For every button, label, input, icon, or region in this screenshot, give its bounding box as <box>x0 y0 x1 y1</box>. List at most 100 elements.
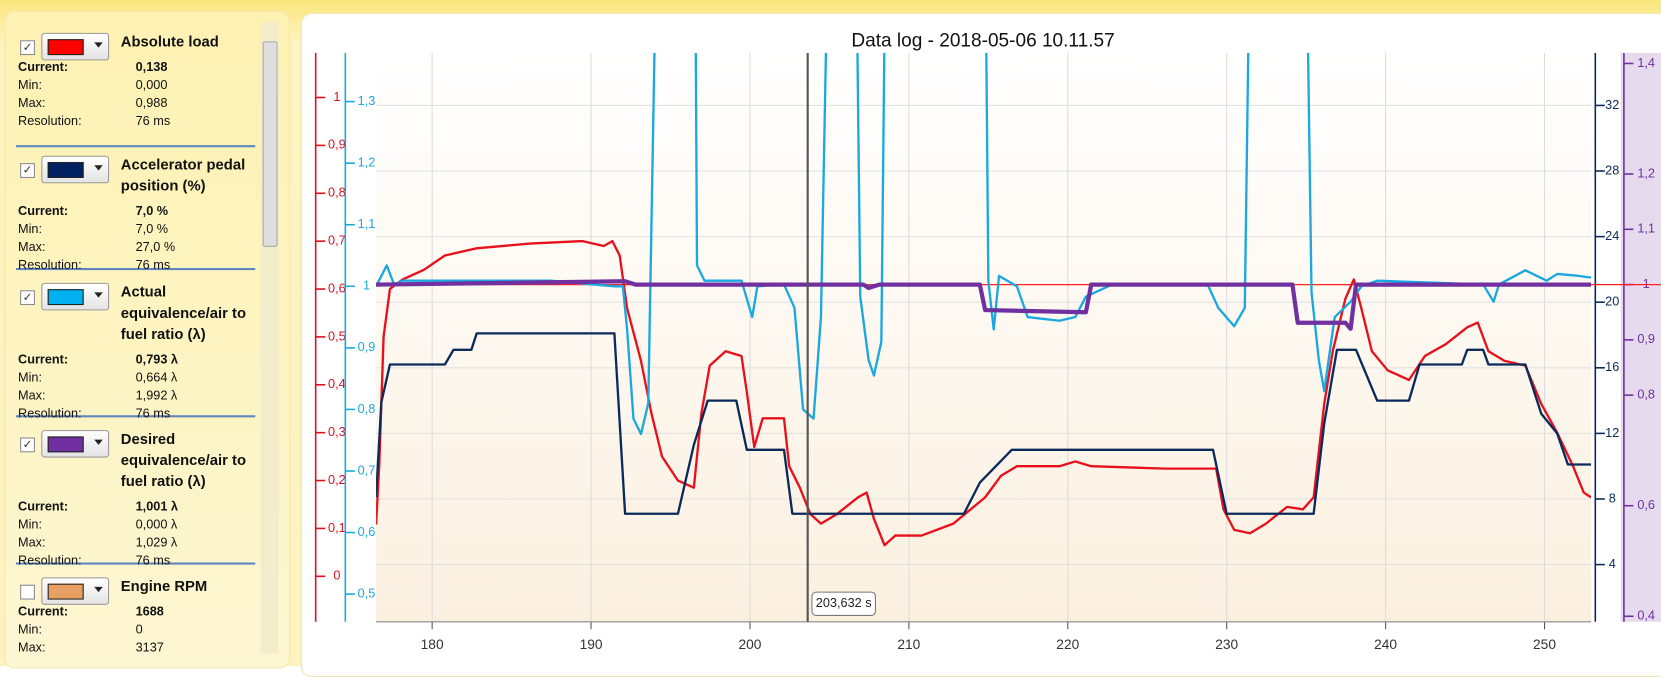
color-swatch <box>47 289 84 306</box>
y-tick-label: 0,7 <box>328 233 346 248</box>
x-tick-label: 210 <box>897 637 920 652</box>
checkbox[interactable] <box>20 584 35 600</box>
stat-label: Min: <box>18 221 43 237</box>
signal-name: Actual equivalence/air to fuel ratio (λ) <box>120 282 247 343</box>
stat-value: 7,0 % <box>135 221 169 237</box>
signal-name: Absolute load <box>120 32 219 50</box>
checkbox[interactable]: ✓ <box>20 437 35 453</box>
stat-value: 1,992 λ <box>135 387 178 403</box>
x-tick-label: 220 <box>1056 637 1079 652</box>
color-swatch <box>47 436 84 453</box>
y-tick-label: 0,4 <box>328 376 346 391</box>
signal-name: Accelerator pedal position (%) <box>120 155 246 194</box>
y-tick-label: 0,1 <box>328 520 346 535</box>
signal-item: ✓ Accelerator pedal position (%) Current: 7… <box>15 149 256 272</box>
color-picker[interactable] <box>41 32 110 61</box>
stat-label: Current: <box>18 603 69 619</box>
data-line <box>376 332 1592 515</box>
cursor-label-box <box>811 591 877 616</box>
y-tick-label: 0,9 <box>358 339 376 354</box>
y-tick-label: 0,5 <box>358 585 376 600</box>
color-picker[interactable] <box>41 282 110 311</box>
y-tick-label: 1 <box>1643 276 1650 291</box>
stat-value: 0,000 <box>135 77 168 93</box>
stat-value: 76 ms <box>135 113 171 129</box>
plot-area <box>376 52 1592 622</box>
stat-label: Min: <box>18 516 43 532</box>
axis-band <box>1620 52 1661 622</box>
stat-label: Current: <box>18 498 69 514</box>
stat-value: 1688 <box>135 603 164 619</box>
signal-item: ✓ Desired equivalence/air to fuel ratio (… <box>15 424 256 568</box>
y-tick-label: 1,2 <box>358 155 376 170</box>
y-tick-label: 8 <box>1609 490 1616 505</box>
color-swatch <box>47 162 84 178</box>
signal-list: ✓ Absolute load Current: 0,138 Min: 0,000 Max:… <box>4 10 291 669</box>
signal-item: ✓ Absolute load Current: 0,138 Min: 0,000 Max:… <box>15 26 256 148</box>
y-tick-label: 0,5 <box>328 328 346 343</box>
color-picker[interactable] <box>41 577 110 605</box>
y-tick-label: 24 <box>1605 228 1619 243</box>
y-tick-label: 12 <box>1605 425 1619 440</box>
checkbox[interactable]: ✓ <box>20 40 35 56</box>
stat-label: Resolution: <box>18 405 82 421</box>
stat-value: 27,0 % <box>135 239 176 255</box>
y-tick-label: 0,2 <box>328 472 346 487</box>
stat-label: Resolution: <box>18 113 82 129</box>
scrollbar[interactable] <box>260 22 279 654</box>
signal-name: Engine RPM <box>120 577 208 595</box>
y-tick-label: 0,4 <box>1637 608 1655 623</box>
signal-name: Desired equivalence/air to fuel ratio (λ… <box>120 430 247 490</box>
y-tick-label: 0,6 <box>328 280 346 295</box>
signal-item: ✓ Actual equivalence/air to fuel ratio (λ… <box>15 276 256 421</box>
x-tick-label: 200 <box>738 637 761 652</box>
y-tick-label: 0,6 <box>358 524 376 539</box>
color-picker[interactable] <box>41 155 110 184</box>
data-line <box>376 239 1592 547</box>
stat-label: Max: <box>18 387 46 403</box>
color-swatch <box>47 39 84 56</box>
chart-title: Data log - 2018-05-06 10.11.57 <box>851 30 1114 51</box>
y-tick-label: 1,3 <box>358 93 376 108</box>
x-tick-label: 240 <box>1374 637 1397 652</box>
scroll-thumb[interactable] <box>262 41 278 247</box>
stat-value: 7,0 % <box>135 203 169 219</box>
y-tick-label: 0,6 <box>1637 497 1655 512</box>
y-tick-label: 0 <box>333 568 340 583</box>
y-tick-label: 16 <box>1605 359 1619 374</box>
stat-value: 0,988 <box>135 95 168 111</box>
y-tick-label: 0,8 <box>358 401 376 416</box>
stat-label: Min: <box>18 77 43 93</box>
y-tick-label: 28 <box>1605 162 1619 177</box>
cursor-label: 203,632 s <box>816 595 872 610</box>
x-tick-label: 190 <box>580 637 603 652</box>
y-tick-label: 1,2 <box>1637 165 1655 180</box>
stat-value: 0 <box>135 621 143 637</box>
color-picker[interactable] <box>41 430 110 458</box>
stat-label: Resolution: <box>18 552 82 568</box>
stat-label: Max: <box>18 239 46 255</box>
stat-label: Resolution: <box>18 257 82 273</box>
x-tick-label: 180 <box>421 637 444 652</box>
dropdown-arrow <box>94 165 103 171</box>
checkbox[interactable]: ✓ <box>20 290 35 306</box>
y-tick-label: 1,1 <box>358 216 376 231</box>
y-tick-label: 0,3 <box>328 424 346 439</box>
y-tick-label: 0,9 <box>328 137 346 152</box>
y-tick-label: 1,1 <box>1637 221 1655 236</box>
checkbox[interactable]: ✓ <box>20 163 35 178</box>
stat-value: 0,138 <box>135 59 168 75</box>
stat-value: 1,029 λ <box>135 534 178 550</box>
x-tick-label: 250 <box>1533 637 1556 652</box>
stat-label: Current: <box>18 351 69 367</box>
stat-label: Max: <box>18 95 46 111</box>
y-tick-label: 4 <box>1609 556 1616 571</box>
y-tick-label: 0,8 <box>328 185 346 200</box>
stat-label: Max: <box>18 534 46 550</box>
stat-value: 1,001 λ <box>135 498 179 514</box>
stat-label: Current: <box>18 59 69 75</box>
dropdown-arrow <box>94 292 103 298</box>
data-line <box>376 279 1592 331</box>
